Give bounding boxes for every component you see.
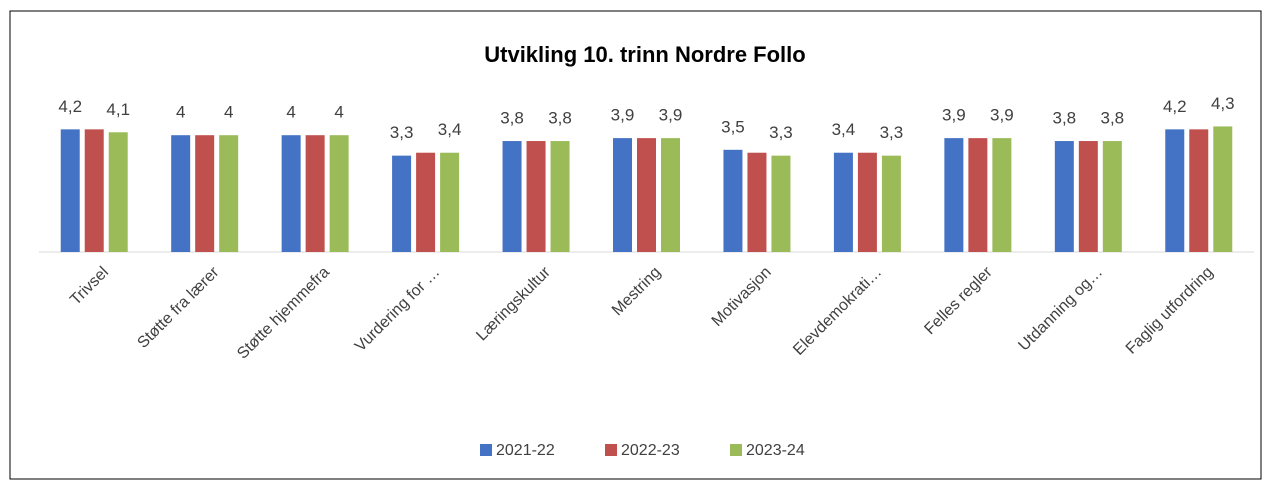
bar: [944, 138, 964, 252]
legend-swatch: [480, 444, 492, 456]
chart-border: [9, 10, 1262, 480]
bar: [881, 155, 901, 252]
data-label: 3,4: [438, 120, 462, 139]
bar: [329, 135, 349, 252]
data-label: 3,4: [832, 120, 856, 139]
bar: [723, 149, 743, 252]
bar: [171, 135, 191, 252]
legend-swatch: [730, 444, 742, 456]
data-label: 4: [224, 103, 233, 122]
data-label: 3,9: [990, 106, 1014, 125]
data-label: 3,3: [880, 123, 904, 142]
bar: [526, 141, 546, 252]
data-label: 4,1: [106, 100, 130, 119]
bar: [1078, 141, 1098, 252]
data-label: 3,8: [1052, 109, 1076, 128]
legend-label: 2023-24: [746, 442, 805, 459]
bar: [747, 152, 767, 252]
bar: [1165, 129, 1185, 252]
bar: [440, 152, 460, 252]
data-label: 4: [334, 103, 343, 122]
bar: [305, 135, 325, 252]
legend-label: 2021-22: [496, 442, 555, 459]
bar: [1213, 126, 1233, 252]
legend-swatch: [605, 444, 617, 456]
bar: [84, 129, 104, 252]
bar: [968, 138, 988, 252]
bar: [416, 152, 436, 252]
bar: [771, 155, 791, 252]
bar: [195, 135, 215, 252]
data-label: 3,9: [611, 106, 635, 125]
data-label: 3,9: [942, 106, 966, 125]
data-label: 3,8: [548, 109, 572, 128]
bar: [550, 141, 570, 252]
bar: [637, 138, 656, 252]
bar: [392, 155, 412, 252]
legend-label: 2022-23: [621, 442, 680, 459]
data-label: 4,3: [1211, 94, 1235, 113]
data-label: 3,8: [1100, 109, 1124, 128]
data-label: 4: [286, 103, 295, 122]
data-label: 3,8: [500, 109, 524, 128]
bar: [1102, 141, 1122, 252]
chart-title: Utvikling 10. trinn Nordre Follo: [484, 42, 805, 67]
data-label: 4,2: [58, 97, 82, 116]
data-label: 3,9: [659, 106, 683, 125]
bar: [613, 138, 632, 252]
bar: [833, 152, 853, 252]
bar: [857, 152, 877, 252]
bar: [108, 132, 128, 252]
bar: [661, 138, 680, 252]
data-label: 4,2: [1163, 97, 1187, 116]
data-label: 4: [176, 103, 185, 122]
bar: [60, 129, 80, 252]
bar: [281, 135, 301, 252]
bar: [1189, 129, 1209, 252]
bar: [219, 135, 239, 252]
data-label: 3,5: [721, 117, 745, 136]
bar: [502, 141, 522, 252]
data-label: 3,3: [769, 123, 793, 142]
bar: [992, 138, 1012, 252]
bar: [1054, 141, 1074, 252]
data-label: 3,3: [390, 123, 414, 142]
